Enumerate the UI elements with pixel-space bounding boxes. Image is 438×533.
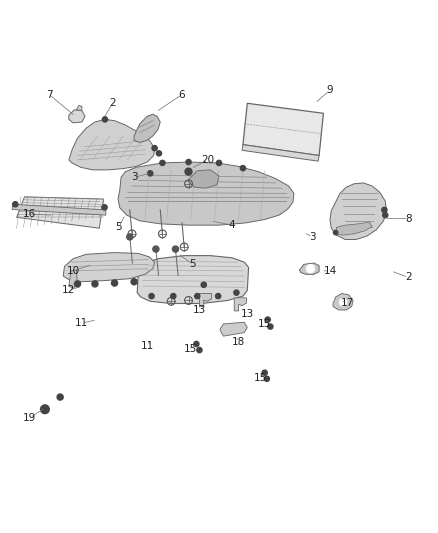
Polygon shape: [118, 162, 294, 225]
Polygon shape: [69, 270, 78, 288]
Text: 6: 6: [179, 90, 185, 100]
Circle shape: [41, 405, 49, 414]
Circle shape: [112, 280, 117, 286]
Polygon shape: [234, 298, 247, 311]
Circle shape: [102, 205, 107, 210]
Circle shape: [57, 394, 63, 400]
Circle shape: [265, 317, 270, 322]
Circle shape: [92, 281, 98, 287]
Text: 8: 8: [405, 214, 412, 224]
Circle shape: [268, 324, 273, 329]
Polygon shape: [300, 263, 319, 274]
Text: 16: 16: [23, 209, 36, 219]
Polygon shape: [243, 103, 323, 156]
Polygon shape: [12, 204, 106, 215]
Polygon shape: [333, 294, 353, 310]
Circle shape: [215, 294, 221, 298]
Text: 15: 15: [258, 319, 271, 329]
Circle shape: [197, 348, 202, 353]
Circle shape: [186, 159, 191, 165]
Polygon shape: [330, 183, 387, 239]
Circle shape: [74, 281, 81, 287]
Text: 5: 5: [116, 222, 122, 232]
Circle shape: [240, 166, 246, 171]
Text: 9: 9: [327, 85, 333, 95]
Circle shape: [173, 246, 179, 252]
Polygon shape: [17, 197, 104, 228]
Text: 15: 15: [184, 344, 198, 354]
Circle shape: [131, 279, 137, 285]
Text: 11: 11: [75, 318, 88, 328]
Text: 14: 14: [323, 266, 337, 276]
Text: 4: 4: [229, 220, 235, 230]
Text: 11: 11: [141, 341, 154, 351]
Text: 15: 15: [254, 373, 267, 383]
Polygon shape: [134, 114, 160, 142]
Polygon shape: [63, 253, 155, 282]
Circle shape: [194, 294, 200, 298]
Circle shape: [171, 294, 176, 298]
Text: 13: 13: [193, 305, 206, 315]
Circle shape: [152, 146, 157, 151]
Text: 18: 18: [232, 337, 245, 347]
Text: 17: 17: [341, 298, 354, 309]
Circle shape: [306, 264, 315, 273]
Circle shape: [102, 117, 108, 122]
Circle shape: [262, 370, 267, 375]
Circle shape: [153, 246, 159, 252]
Circle shape: [156, 151, 162, 156]
Polygon shape: [188, 170, 219, 188]
Text: 5: 5: [190, 260, 196, 269]
Circle shape: [234, 290, 239, 295]
Circle shape: [149, 294, 154, 298]
Text: 3: 3: [309, 232, 316, 242]
Circle shape: [383, 213, 388, 218]
Circle shape: [13, 201, 18, 207]
Circle shape: [382, 207, 387, 213]
Polygon shape: [137, 256, 249, 303]
Text: 12: 12: [62, 286, 75, 295]
Circle shape: [194, 341, 199, 346]
Polygon shape: [220, 322, 247, 336]
Text: 10: 10: [67, 266, 80, 276]
Text: 13: 13: [240, 309, 254, 319]
Circle shape: [201, 282, 206, 287]
Text: 20: 20: [201, 155, 215, 165]
Polygon shape: [76, 106, 82, 111]
Circle shape: [216, 160, 222, 166]
Circle shape: [264, 376, 269, 382]
Text: 3: 3: [131, 172, 138, 182]
Polygon shape: [69, 110, 85, 123]
Polygon shape: [336, 222, 372, 235]
Text: 7: 7: [46, 90, 53, 100]
Circle shape: [160, 160, 165, 166]
Polygon shape: [69, 119, 155, 170]
Text: 19: 19: [23, 413, 36, 423]
Circle shape: [339, 298, 347, 306]
Text: 2: 2: [109, 98, 116, 108]
Polygon shape: [199, 294, 212, 306]
Text: 2: 2: [405, 272, 412, 282]
Circle shape: [333, 230, 338, 235]
Circle shape: [148, 171, 153, 176]
Circle shape: [185, 168, 192, 175]
Circle shape: [127, 234, 133, 240]
Polygon shape: [242, 144, 319, 161]
